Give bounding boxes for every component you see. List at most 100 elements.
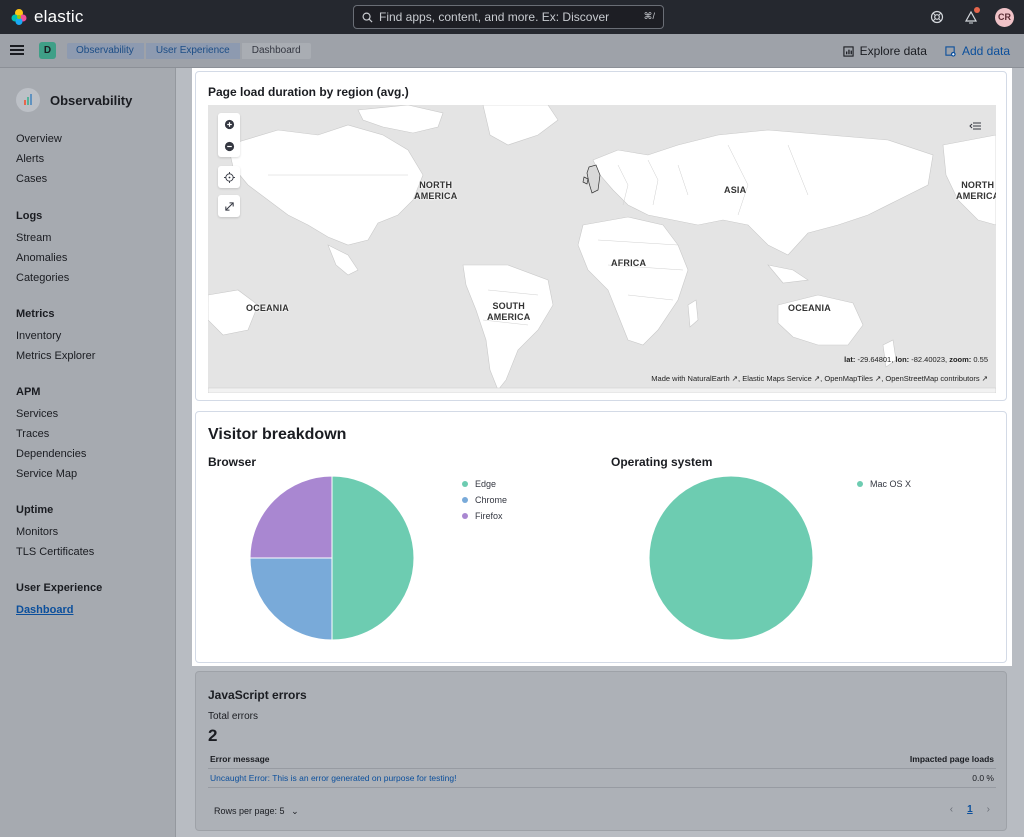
column-impacted-page-loads[interactable]: Impacted page loads xyxy=(909,754,994,764)
nav-inventory[interactable]: Inventory xyxy=(16,330,62,342)
help-icon[interactable] xyxy=(927,7,947,27)
menu-toggle-icon[interactable] xyxy=(10,43,26,59)
add-data-button[interactable]: Add data xyxy=(945,44,1010,58)
elastic-logo[interactable]: elastic xyxy=(10,7,84,27)
breadcrumb-dashboard: Dashboard xyxy=(241,43,311,59)
breadcrumb-observability[interactable]: Observability xyxy=(67,43,144,59)
previous-page-icon[interactable]: ‹ xyxy=(949,804,954,815)
next-page-icon[interactable]: › xyxy=(986,804,990,815)
legend-item[interactable]: Firefox xyxy=(462,508,507,524)
nav-services[interactable]: Services xyxy=(16,408,59,420)
chart-icon xyxy=(842,45,854,57)
search-shortcut: ⌘/ xyxy=(643,11,655,21)
legend-label: Chrome xyxy=(475,495,508,505)
nav-traces[interactable]: Traces xyxy=(16,428,50,440)
nav-alerts[interactable]: Alerts xyxy=(16,153,45,165)
nav-monitors[interactable]: Monitors xyxy=(16,526,59,538)
zoom-out-icon[interactable] xyxy=(218,135,240,157)
news-feed-icon[interactable] xyxy=(961,7,981,27)
os-pie-chart[interactable] xyxy=(648,475,814,641)
brand-name: elastic xyxy=(34,7,84,26)
map-label-north-america-left: NORTH AMERICA xyxy=(414,180,458,201)
map-label-south-america: SOUTH AMERICA xyxy=(487,301,531,322)
legend-swatch xyxy=(857,481,863,487)
nav-group-title: Uptime xyxy=(16,504,54,516)
nav-service-map[interactable]: Service Map xyxy=(16,468,78,480)
legend-swatch xyxy=(462,497,468,503)
attribution-link[interactable]: OpenMapTiles xyxy=(824,374,873,383)
region-map[interactable]: NORTH AMERICA NORTH AMERICA ASIA AFRICA … xyxy=(208,105,996,393)
nav-group-logs: Logs Stream Anomalies Categories xyxy=(16,210,69,292)
map-label-north-america-right: NORTH AMERICA xyxy=(956,180,996,201)
attribution-link[interactable]: Elastic Maps Service xyxy=(742,374,812,383)
nav-group-uptime: Uptime Monitors TLS Certificates xyxy=(16,504,94,566)
breadcrumb-user-experience[interactable]: User Experience xyxy=(145,43,240,59)
explore-data-label: Explore data xyxy=(859,44,927,58)
attribution-link[interactable]: Made with NaturalEarth xyxy=(651,374,730,383)
nav-group-title: APM xyxy=(16,386,41,398)
legend-item[interactable]: Chrome xyxy=(462,492,507,508)
attribution-link[interactable]: OpenStreetMap contributors xyxy=(885,374,980,383)
global-search[interactable]: ⌘/ xyxy=(353,5,664,29)
search-icon xyxy=(362,12,373,23)
observability-logo-icon xyxy=(16,88,40,112)
explore-data-button[interactable]: Explore data xyxy=(842,44,927,58)
page-number[interactable]: 1 xyxy=(967,804,973,815)
nav-anomalies[interactable]: Anomalies xyxy=(16,252,68,264)
browser-slice-firefox[interactable] xyxy=(249,475,333,559)
side-nav-title: Observability xyxy=(50,92,133,108)
layer-control-icon[interactable] xyxy=(964,115,986,137)
rows-per-page-label: Rows per page: 5 xyxy=(214,806,285,816)
map-label-oceania-right: OCEANIA xyxy=(788,303,831,313)
map-panel: Page load duration by region (avg.) xyxy=(195,71,1007,401)
nav-overview[interactable]: Overview xyxy=(16,133,62,145)
nav-tls-certificates[interactable]: TLS Certificates xyxy=(16,546,95,558)
os-chart-title: Operating system xyxy=(611,455,713,469)
error-message-link[interactable]: Uncaught Error: This is an error generat… xyxy=(210,773,457,783)
browser-pie-chart[interactable] xyxy=(249,475,415,641)
space-selector[interactable]: D xyxy=(39,42,56,59)
browser-legend: Edge Chrome Firefox xyxy=(462,476,507,524)
legend-label: Firefox xyxy=(475,511,503,521)
legend-item[interactable]: Edge xyxy=(462,476,507,492)
browser-slice-chrome[interactable] xyxy=(249,557,333,641)
browser-chart-title: Browser xyxy=(208,455,257,469)
side-nav-header: Observability xyxy=(16,88,132,112)
map-label-oceania-left: OCEANIA xyxy=(246,303,289,313)
map-label-africa: AFRICA xyxy=(611,258,647,268)
nav-dependencies[interactable]: Dependencies xyxy=(16,448,87,460)
legend-swatch xyxy=(462,513,468,519)
nav-dashboard[interactable]: Dashboard xyxy=(16,604,74,616)
set-view-icon[interactable] xyxy=(218,166,240,188)
column-error-message[interactable]: Error message xyxy=(210,754,270,764)
nav-categories[interactable]: Categories xyxy=(16,272,70,284)
visitor-breakdown-panel: Visitor breakdown Browser Operating syst… xyxy=(195,411,1007,663)
nav-stream[interactable]: Stream xyxy=(16,232,52,244)
nav-cases[interactable]: Cases xyxy=(16,173,48,185)
nav-metrics-explorer[interactable]: Metrics Explorer xyxy=(16,350,96,362)
user-avatar[interactable]: CR xyxy=(995,7,1014,27)
global-header: elastic ⌘/ CR xyxy=(0,0,1024,34)
legend-label: Edge xyxy=(475,479,497,489)
map-tools xyxy=(218,166,240,188)
map-attribution: Made with NaturalEarth ↗, Elastic Maps S… xyxy=(651,374,988,383)
nav-group-metrics: Metrics Inventory Metrics Explorer xyxy=(16,308,95,370)
breadcrumb: Observability User Experience Dashboard xyxy=(67,43,313,59)
visitor-breakdown-title: Visitor breakdown xyxy=(208,426,347,443)
map-zoom-controls xyxy=(218,113,240,157)
search-input[interactable] xyxy=(379,10,649,24)
os-slice-mac-os-x[interactable] xyxy=(648,475,814,641)
table-row: Uncaught Error: This is an error generat… xyxy=(208,769,996,788)
nav-group-title: Logs xyxy=(16,210,43,222)
zoom-in-icon[interactable] xyxy=(218,113,240,135)
os-legend: Mac OS X xyxy=(857,476,911,492)
rows-per-page-button[interactable]: Rows per page: 5 ⌄ xyxy=(214,806,299,817)
js-errors-title: JavaScript errors xyxy=(208,688,307,702)
browser-slice-edge[interactable] xyxy=(331,475,415,641)
map-coordinates: lat: -29.64801, lon: -82.40023, zoom: 0.… xyxy=(844,355,988,364)
legend-item[interactable]: Mac OS X xyxy=(857,476,911,492)
pagination: ‹ 1 › xyxy=(950,804,990,815)
world-map xyxy=(208,105,996,393)
elastic-logo-icon xyxy=(11,9,27,25)
fullscreen-icon[interactable] xyxy=(218,195,240,217)
